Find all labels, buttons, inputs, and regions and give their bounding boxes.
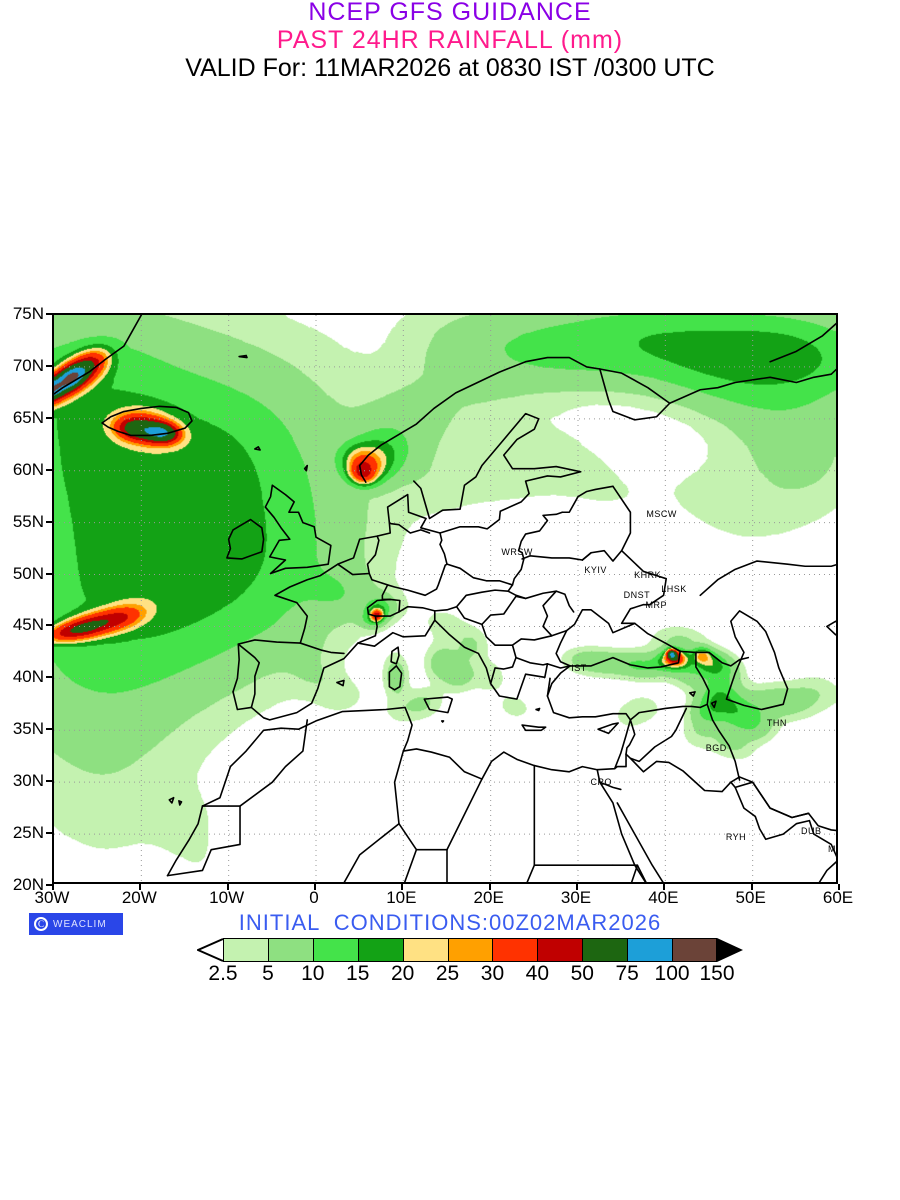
colorbar-band xyxy=(627,938,673,962)
copyright-icon: C xyxy=(34,917,48,931)
colorbar-band xyxy=(447,938,493,962)
colorbar-band xyxy=(223,938,268,962)
x-axis-label: 30E xyxy=(560,888,592,907)
y-axis-label: 55N xyxy=(12,511,44,531)
colorbar-tick: 10 xyxy=(301,962,325,985)
colorbar-tick: 150 xyxy=(699,962,735,985)
city-label: WRSW xyxy=(501,546,533,557)
x-axis-tick xyxy=(226,884,229,890)
x-axis-label: 10W xyxy=(209,888,245,907)
y-axis-tick xyxy=(46,313,52,315)
city-label: DNST xyxy=(623,590,651,601)
colorbar-tick: 30 xyxy=(480,962,505,985)
colorbar-band xyxy=(492,938,538,962)
colorbar-band xyxy=(582,938,628,962)
colorbar-tick: 15 xyxy=(346,962,370,985)
colorbar-over-arrow xyxy=(717,938,743,962)
x-axis-label: 60E xyxy=(822,888,854,907)
title-valid-time: VALID For: 11MAR2026 at 0830 IST /0300 U… xyxy=(185,54,715,82)
city-label: RYH xyxy=(725,832,747,843)
city-label: CRO xyxy=(590,777,612,788)
x-axis-label: 50E xyxy=(735,888,766,907)
x-axis-tick xyxy=(488,884,491,890)
x-axis-tick xyxy=(663,884,666,890)
y-axis-tick xyxy=(46,468,52,471)
y-axis-tick xyxy=(46,624,52,627)
y-axis-tick xyxy=(46,884,52,886)
city-label: BGD xyxy=(705,742,727,753)
x-axis-label: 0 xyxy=(309,888,319,907)
y-axis-label: 70N xyxy=(12,355,44,375)
city-label: KYIV xyxy=(584,565,607,576)
x-axis-label: 40E xyxy=(648,888,679,907)
map-plot-area: MSCW WRSW KYIV KHRK LHSK DNST MRP IST THN BGD CRO M… xyxy=(52,313,838,884)
y-axis-tick xyxy=(46,832,52,835)
colorbar-tick: 25 xyxy=(435,962,460,985)
city-label: MNSK xyxy=(828,843,837,854)
x-axis-label: 20W xyxy=(121,888,157,907)
y-axis-label: 20N xyxy=(12,875,44,894)
colorbar-band xyxy=(312,938,358,962)
x-axis-tick xyxy=(401,884,404,890)
x-axis-label: 10E xyxy=(386,888,417,907)
x-axis-tick xyxy=(139,884,142,890)
y-axis-tick xyxy=(46,572,52,575)
city-label: THN xyxy=(766,718,787,728)
x-axis-tick xyxy=(838,884,840,890)
colorbar-band xyxy=(402,938,448,962)
city-label: KHRK xyxy=(634,569,662,580)
colorbar-tick: 100 xyxy=(654,962,690,985)
y-axis-tick xyxy=(46,416,52,419)
x-axis-label: 30W xyxy=(34,888,70,907)
x-axis-tick xyxy=(52,884,54,890)
x-axis-tick xyxy=(750,884,753,890)
colorbar-under-arrow xyxy=(197,938,223,962)
initial-conditions-label: INITIAL CONDITIONS:00Z02MAR2026 xyxy=(238,910,662,935)
y-axis-label: 30N xyxy=(12,771,44,791)
y-axis-label: 50N xyxy=(12,563,44,583)
logo-label: WEACLIM xyxy=(53,918,107,930)
city-label: LHSK xyxy=(661,584,687,595)
y-axis-label: 45N xyxy=(12,615,44,635)
colorbar-band xyxy=(672,938,717,962)
colorbar-under-outline xyxy=(197,938,224,962)
colorbar-band xyxy=(357,938,403,962)
colorbar-tick-labels: 2.5 5 10 15 20 25 30 40 50 75 100 150 xyxy=(167,962,777,988)
city-label: MRP xyxy=(645,599,667,610)
colorbar-band xyxy=(267,938,313,962)
map-overlay xyxy=(54,315,836,882)
city-label: IST xyxy=(571,662,587,673)
colorbar-tick: 2.5 xyxy=(208,962,238,985)
colorbar-bands xyxy=(197,938,743,962)
weaclim-logo: C WEACLIM xyxy=(29,913,123,935)
y-axis-tick xyxy=(46,364,52,367)
city-label: DUB xyxy=(800,825,822,836)
x-axis-tick xyxy=(314,884,316,890)
title-model: NCEP GFS GUIDANCE xyxy=(308,0,592,26)
y-axis-label: 60N xyxy=(12,459,44,479)
chart-title-block: NCEP GFS GUIDANCE PAST 24HR RAINFALL (mm… xyxy=(0,0,900,81)
rainfall-raster xyxy=(54,315,836,882)
y-axis-label: 40N xyxy=(12,667,44,687)
y-axis-label: 65N xyxy=(12,407,44,427)
y-axis-tick xyxy=(46,676,52,679)
y-axis-label: 75N xyxy=(12,304,44,323)
x-axis-tick xyxy=(576,884,578,890)
title-product: PAST 24HR RAINFALL (mm) xyxy=(276,26,624,54)
colorbar-tick: 5 xyxy=(262,962,274,985)
y-axis-label: 25N xyxy=(12,823,44,843)
y-axis-tick xyxy=(46,520,52,523)
colorbar-tick: 40 xyxy=(525,962,550,985)
colorbar-tick: 50 xyxy=(570,962,594,985)
colorbar-tick: 20 xyxy=(390,962,415,985)
city-label: MSCW xyxy=(646,509,677,520)
y-axis-tick xyxy=(46,780,52,783)
colorbar-band xyxy=(537,938,583,962)
x-axis-label: 20E xyxy=(473,888,504,907)
y-axis-label: 35N xyxy=(12,719,44,739)
y-axis-tick xyxy=(46,728,52,731)
colorbar: 2.5 5 10 15 20 25 30 40 50 75 100 150 xyxy=(197,938,743,985)
colorbar-tick: 75 xyxy=(615,962,639,985)
